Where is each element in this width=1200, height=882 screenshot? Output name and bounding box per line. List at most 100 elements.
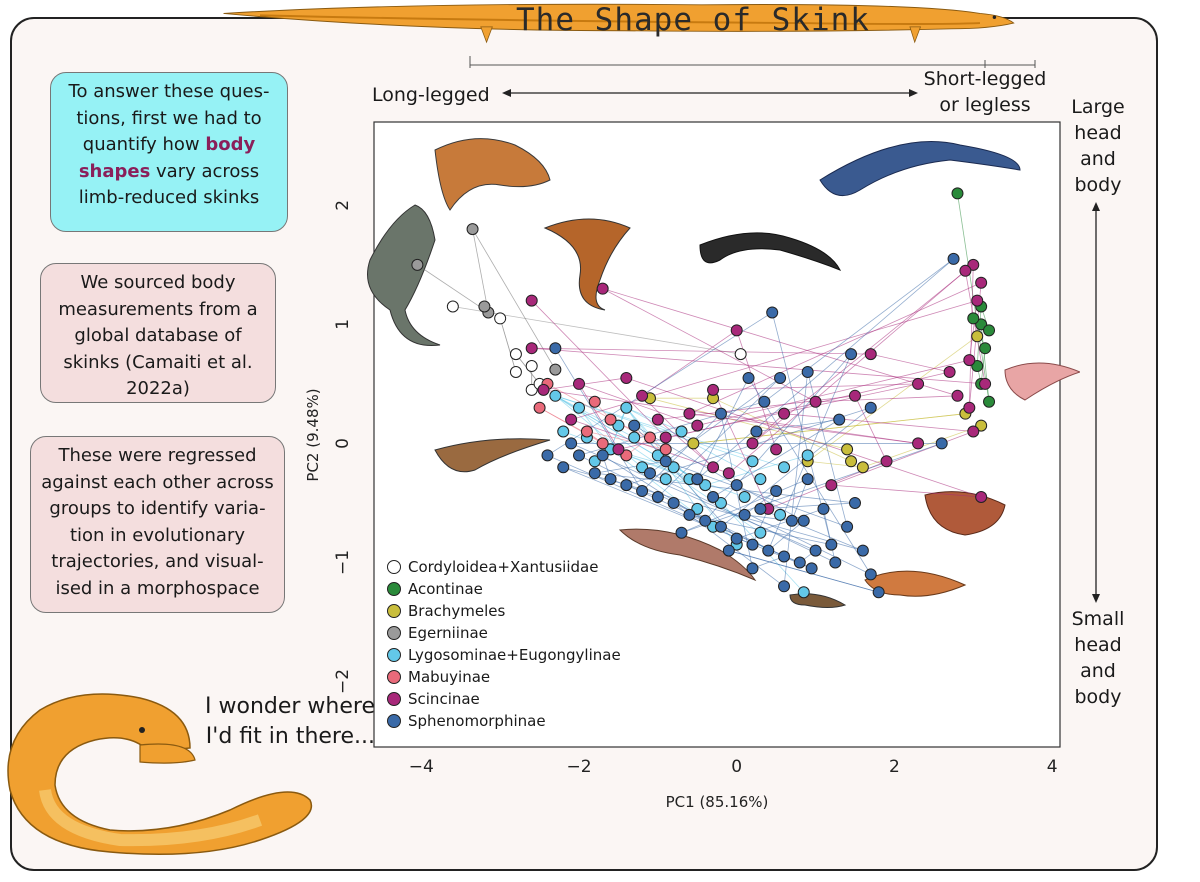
legend-item: Scincinae [387, 690, 480, 708]
data-point [841, 443, 854, 456]
data-point [537, 383, 550, 396]
trajectory-line [665, 460, 848, 528]
data-point [691, 502, 704, 515]
data-point [738, 491, 751, 503]
legend-label: Sphenomorphinae [408, 712, 546, 730]
data-point [707, 383, 720, 396]
large-line-4: body [1074, 174, 1122, 196]
short-legged-label: Short-legged or legless [915, 66, 1055, 118]
legend-item: Lygosominae+Eugongylinae [387, 646, 621, 664]
data-point [967, 312, 980, 325]
data-point [580, 425, 593, 438]
data-point [793, 556, 806, 569]
data-point [620, 371, 633, 384]
data-point [758, 395, 771, 408]
data-point [983, 324, 996, 337]
trajectory-line [854, 395, 887, 462]
data-point [573, 377, 586, 390]
data-point [659, 455, 672, 468]
info-box-regressed: These were regressed against each other … [30, 436, 285, 613]
data-point [801, 449, 814, 462]
data-point [714, 496, 727, 509]
legend-label: Cordyloidea+Xantusiidae [408, 558, 598, 576]
data-point [525, 342, 538, 355]
data-point [951, 187, 964, 200]
y-tick-label: 0 [333, 438, 353, 449]
data-point [620, 449, 633, 462]
data-point [687, 437, 700, 450]
data-point [604, 413, 617, 426]
data-point [478, 300, 491, 313]
lizard-illustration-pink-worm [1004, 362, 1080, 401]
data-point [596, 449, 609, 462]
data-point [797, 514, 810, 527]
data-point [699, 514, 712, 527]
short-legged-line-2: or legless [939, 94, 1031, 116]
data-point [912, 437, 925, 450]
data-point [774, 508, 787, 521]
data-point [411, 258, 424, 271]
data-point [675, 526, 688, 539]
data-point [699, 479, 712, 492]
legend-item: Cordyloidea+Xantusiidae [387, 558, 598, 576]
data-point [659, 443, 672, 456]
data-point [983, 395, 996, 408]
legend-label: Scincinae [408, 690, 480, 708]
x-tick-labels: −4 −2 0 2 4 [409, 757, 1058, 777]
title-banner-lizard [223, 3, 1015, 44]
data-point [612, 443, 625, 456]
data-point [880, 455, 893, 468]
data-point [975, 276, 988, 289]
trajectory-line [578, 383, 619, 450]
data-point [446, 300, 459, 313]
data-point [549, 389, 562, 402]
small-line-2: head [1074, 634, 1122, 656]
trajectory-line [767, 520, 804, 551]
data-point [746, 562, 759, 575]
data-point [714, 520, 727, 533]
x-tick-label: 4 [1047, 757, 1058, 777]
intro-text-end: vary across limb-reduced skinks [78, 160, 260, 209]
legend-label: Egerniinae [408, 624, 488, 642]
data-point [565, 437, 578, 450]
title-ruler [469, 56, 1036, 68]
data-point [620, 401, 633, 414]
data-point [943, 366, 956, 378]
data-point [659, 431, 672, 444]
trajectory-line [704, 353, 852, 522]
large-line-2: head [1074, 122, 1122, 144]
trajectory-line [531, 300, 667, 438]
data-point [683, 508, 696, 521]
lizard-illustration-orange-skink [543, 218, 631, 311]
legend-item: Brachymeles [387, 602, 506, 620]
data-point [864, 568, 877, 581]
legend: Cordyloidea+Xantusiidae Acontinae Brachy… [387, 558, 621, 730]
trajectory-line [570, 419, 729, 474]
data-point [975, 491, 988, 503]
data-point [935, 437, 948, 450]
trajectory-line [543, 389, 919, 444]
cartoon-snake-illustration [7, 693, 313, 856]
data-point [525, 294, 538, 307]
trajectory-line [570, 443, 816, 551]
data-point [565, 413, 578, 426]
data-point [742, 371, 755, 384]
data-point [845, 455, 858, 468]
trajectory-line [756, 419, 840, 432]
plot-area [373, 121, 1061, 748]
info-box-body-shapes: To answer these ques-tions, first we had… [50, 72, 288, 232]
data-point [588, 455, 601, 468]
data-point [770, 485, 783, 498]
data-point [746, 437, 759, 450]
trajectory-line [823, 508, 836, 563]
trajectory-line [713, 383, 919, 391]
data-point [722, 467, 735, 480]
trajectory-line [697, 258, 954, 480]
trajectory-line [791, 479, 809, 521]
trajectory-line [693, 413, 966, 444]
trajectory-line [870, 353, 950, 373]
data-point [620, 479, 633, 492]
small-line-3: and [1080, 660, 1116, 682]
data-point [872, 586, 885, 599]
data-point [754, 473, 767, 486]
